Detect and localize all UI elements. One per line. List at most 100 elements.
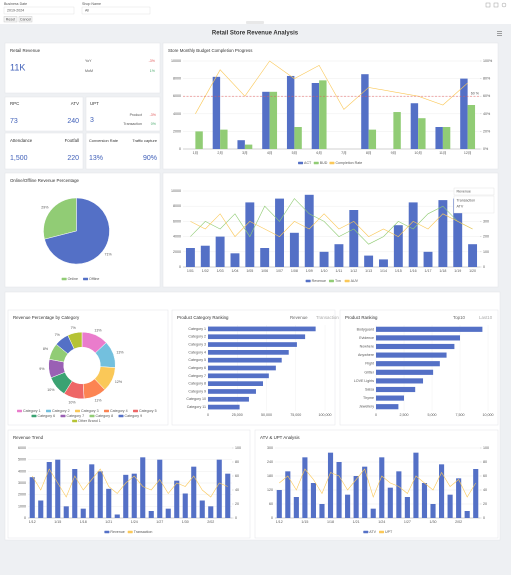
bar <box>327 452 334 518</box>
bar <box>260 248 270 267</box>
kpi-value: 13% <box>89 155 103 162</box>
y-tick-label: Category 7 <box>188 374 206 378</box>
slice-label: 8% <box>43 347 49 351</box>
filter-label: Shop Name <box>82 2 101 6</box>
x-tick-label: 5,000 <box>428 413 437 417</box>
bar <box>435 127 443 149</box>
x-tick-label: 1/04 <box>231 269 238 273</box>
reset-button[interactable] <box>3 16 18 23</box>
y2-tick-label: 80 <box>235 460 239 464</box>
bar <box>208 389 256 394</box>
x-tick-label: 75,000 <box>290 413 301 417</box>
pie-slice <box>44 197 110 265</box>
x-tick-label: 7,500 <box>456 413 465 417</box>
bar <box>208 365 276 371</box>
x-tick-label: 1/17 <box>425 269 432 273</box>
bar <box>215 236 225 267</box>
bar <box>439 464 445 518</box>
bar <box>310 483 316 518</box>
tab[interactable]: Revenue <box>290 315 308 320</box>
x-tick-label: 0 <box>207 413 209 417</box>
slice-label: 12% <box>115 380 123 384</box>
bar <box>396 471 402 518</box>
kpi-value: 3 <box>90 117 94 124</box>
y-tick-label: Category 5 <box>188 358 206 362</box>
x-tick-label: 9月 <box>391 150 397 155</box>
y2-tick-label: 0 <box>235 516 237 520</box>
x-tick-label: 1/09 <box>306 269 313 273</box>
bar <box>361 74 369 149</box>
kpi-value: 1,500 <box>10 155 28 162</box>
menu-icon[interactable] <box>497 31 502 36</box>
bar <box>421 483 428 518</box>
bar <box>208 326 316 332</box>
slice-label: 29% <box>41 206 49 210</box>
x-tick-label: 1/15 <box>301 520 308 524</box>
y-tick-label: Flight <box>365 362 374 366</box>
bar <box>311 83 320 149</box>
bar <box>275 198 284 267</box>
legend-label: Online <box>68 277 78 281</box>
icon[interactable] <box>501 2 507 8</box>
bar <box>276 490 282 518</box>
legend-swatch <box>104 409 109 413</box>
legend-swatch <box>104 530 110 534</box>
tab[interactable]: Top10 <box>453 315 466 320</box>
slice-label: 9% <box>39 367 45 371</box>
y-tick-label: 0 <box>179 147 181 151</box>
kpi-detail-value: -3% <box>149 59 156 63</box>
legend-swatch <box>61 277 67 281</box>
kpi-card <box>4 42 161 94</box>
bar <box>319 80 327 149</box>
dropdown-option[interactable]: ATV <box>457 204 464 208</box>
x-tick-label: 3月 <box>242 150 248 155</box>
chart-title: Product Category Ranking <box>177 315 229 320</box>
bar <box>63 506 69 518</box>
y2-tick-label: 60 <box>483 474 487 478</box>
y-tick-label: 8000 <box>173 77 181 81</box>
legend-label: UPT <box>385 530 393 534</box>
bar <box>157 459 163 518</box>
slice-label: 71% <box>105 252 113 256</box>
bar <box>467 105 476 149</box>
kpi-label: Retail Revenue <box>10 48 41 53</box>
bar <box>453 198 463 267</box>
y-tick-label: Category 11 <box>187 405 206 409</box>
bar <box>393 225 403 267</box>
icon[interactable] <box>485 2 491 8</box>
tab[interactable]: Transaction <box>316 315 339 320</box>
y-tick-label: 8000 <box>173 204 181 208</box>
x-tick-label: 12月 <box>464 150 472 155</box>
bar <box>89 464 95 518</box>
icon[interactable] <box>493 2 499 8</box>
bar <box>460 78 468 149</box>
x-tick-label: 1/16 <box>410 269 417 273</box>
date-input[interactable] <box>3 6 75 15</box>
bar <box>376 352 447 358</box>
bar <box>294 127 302 149</box>
x-tick-label: 4月 <box>267 150 273 155</box>
dropdown-option[interactable]: Transaction <box>457 198 476 202</box>
shop-select[interactable] <box>81 6 151 15</box>
y-tick-label: 2000 <box>173 250 181 254</box>
bar <box>456 478 462 518</box>
y-tick-label: 6000 <box>173 94 181 98</box>
legend-label: Category 2 <box>52 409 70 413</box>
y-tick-label: 10000 <box>171 189 181 193</box>
kpi-value: 240 <box>67 118 79 125</box>
tab[interactable]: Last10 <box>479 315 493 320</box>
bar <box>334 244 344 267</box>
y2-tick-label: 20 <box>483 502 487 506</box>
x-tick-label: 100,000 <box>319 413 332 417</box>
bar <box>245 202 255 267</box>
cancel-button[interactable] <box>18 16 33 23</box>
target-label: 60 % <box>471 92 480 96</box>
collapse-tab[interactable] <box>246 21 264 24</box>
dropdown[interactable] <box>453 187 495 196</box>
bar <box>285 471 291 518</box>
bar <box>106 488 112 518</box>
bar <box>208 334 306 340</box>
bar <box>376 369 434 375</box>
bar <box>97 471 103 518</box>
bar <box>364 255 374 267</box>
